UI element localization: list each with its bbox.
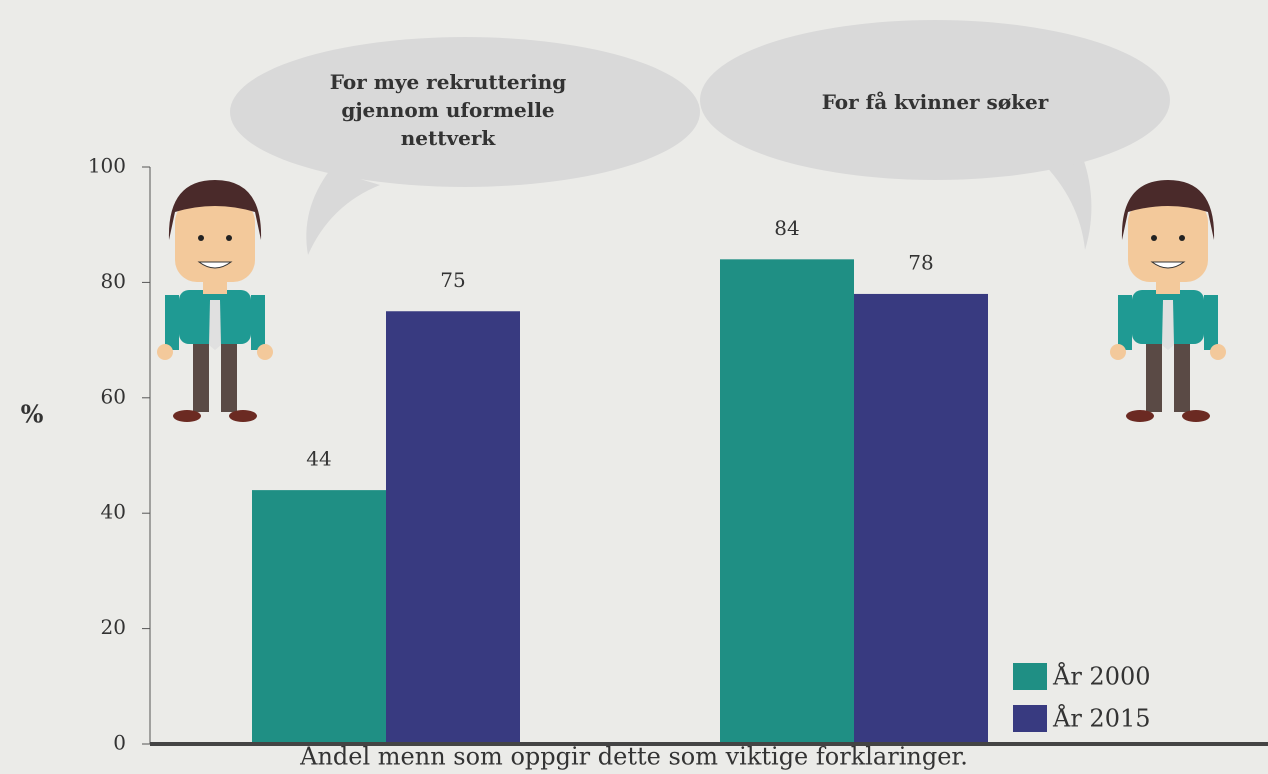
category-label: For mye rekruttering gjennom uformelle n… (329, 70, 567, 150)
category-label: For få kvinner søker (821, 90, 1049, 114)
y-tick-label: 80 (101, 269, 126, 293)
speech-bubbles (230, 20, 1170, 255)
legend-label: År 2015 (1052, 704, 1151, 733)
bar (720, 259, 854, 744)
value-label: 78 (908, 250, 933, 274)
cartoon-man (157, 180, 273, 422)
y-tick-label: 0 (113, 731, 126, 755)
cartoon-man (1110, 180, 1226, 422)
y-tick-label: 40 (101, 500, 126, 524)
y-tick-label: 100 (88, 154, 126, 178)
legend-swatch (1013, 663, 1047, 690)
value-label: 75 (440, 268, 465, 292)
y-tick-label: 20 (101, 615, 126, 639)
value-label: 84 (774, 216, 799, 240)
legend-swatch (1013, 705, 1047, 732)
value-label: 44 (306, 447, 331, 471)
y-axis-label: % (21, 400, 44, 429)
x-axis-label: Andel menn som oppgir dette som viktige … (299, 743, 968, 771)
y-tick-label: 60 (101, 384, 126, 408)
bar (386, 311, 520, 744)
legend-label: År 2000 (1052, 662, 1151, 691)
bar (854, 293, 988, 744)
bar (252, 490, 386, 744)
